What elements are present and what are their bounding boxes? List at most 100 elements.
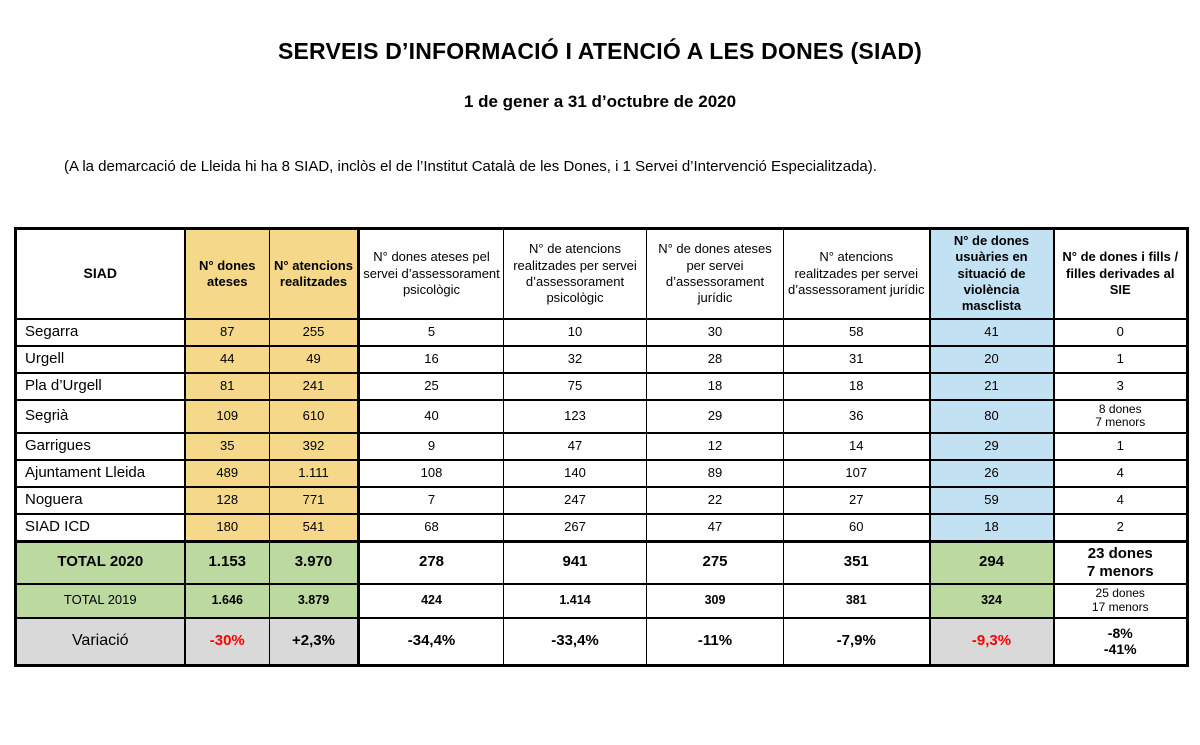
data-cell: 3: [1052, 371, 1188, 401]
data-cell: 30: [646, 317, 784, 347]
total-2019-row: TOTAL 2019 1.646 3.879 424 1.414 309 381…: [15, 582, 1188, 619]
data-cell: 36: [783, 398, 930, 435]
row-label: Segarra: [15, 317, 185, 347]
siad-statistics-table: SIAD N° dones ateses N° atencions realit…: [14, 227, 1189, 668]
data-cell: 108: [357, 459, 504, 489]
table-row-siad-icd: SIAD ICD 180 541 68 267 47 60 18 2: [15, 513, 1188, 543]
data-cell: 107: [783, 459, 930, 489]
row-label: Segrià: [15, 398, 185, 435]
variation-row: Variació -30% +2,3% -34,4% -33,4% -11% -…: [15, 616, 1188, 667]
variation-cell: -7,9%: [783, 616, 930, 667]
data-cell: 7: [357, 486, 504, 516]
data-cell: 4: [1052, 459, 1188, 489]
data-cell: 4: [1052, 486, 1188, 516]
column-header-dones-ateses: N° dones ateses: [183, 228, 270, 320]
data-cell: 14: [783, 432, 930, 462]
data-cell: 80: [928, 398, 1054, 435]
data-cell: 771: [269, 486, 359, 516]
total-cell: 1.414: [503, 582, 647, 619]
total-cell: 1.646: [183, 582, 270, 619]
total-2020-label: TOTAL 2020: [15, 539, 185, 585]
data-cell: 25: [357, 371, 504, 401]
data-cell: 18: [928, 513, 1054, 543]
data-cell: 9: [357, 432, 504, 462]
row-label: Garrigues: [15, 432, 185, 462]
data-cell: 5: [357, 317, 504, 347]
data-cell: 58: [783, 317, 930, 347]
data-cell: 41: [928, 317, 1054, 347]
data-cell: 21: [928, 371, 1054, 401]
total-cell: 3.879: [269, 582, 359, 619]
data-cell: 128: [183, 486, 270, 516]
column-header-violencia-masclista: N° de dones usuàries en situació de viol…: [928, 228, 1054, 320]
demarcation-note: (A la demarcació de Lleida hi ha 8 SIAD,…: [64, 158, 877, 175]
data-cell: 44: [183, 344, 270, 374]
data-cell: 18: [783, 371, 930, 401]
table-row-noguera: Noguera 128 771 7 247 22 27 59 4: [15, 486, 1188, 516]
total-2020-row: TOTAL 2020 1.153 3.970 278 941 275 351 2…: [15, 539, 1188, 585]
table-row-garrigues: Garrigues 35 392 9 47 12 14 29 1: [15, 432, 1188, 462]
data-cell: 26: [928, 459, 1054, 489]
data-cell: 2: [1052, 513, 1188, 543]
row-label: SIAD ICD: [15, 513, 185, 543]
variation-cell: -33,4%: [503, 616, 647, 667]
column-header-atencions-juridic: N° atencions realitzades per servei d’as…: [783, 228, 930, 320]
table-row-pla-durgell: Pla d’Urgell 81 241 25 75 18 18 21 3: [15, 371, 1188, 401]
variation-cell: -11%: [646, 616, 784, 667]
column-header-derivades-sie: N° de dones i fills / filles derivades a…: [1052, 228, 1188, 320]
table-row-segarra: Segarra 87 255 5 10 30 58 41 0: [15, 317, 1188, 347]
data-cell: 60: [783, 513, 930, 543]
total-cell: 23 dones 7 menors: [1052, 539, 1188, 585]
row-label: Pla d’Urgell: [15, 371, 185, 401]
data-cell: 87: [183, 317, 270, 347]
table-row-urgell: Urgell 44 49 16 32 28 31 20 1: [15, 344, 1188, 374]
data-cell: 392: [269, 432, 359, 462]
table-row-ajuntament-lleida: Ajuntament Lleida 489 1.111 108 140 89 1…: [15, 459, 1188, 489]
column-header-dones-juridic: N° de dones ateses per servei d’assessor…: [646, 228, 784, 320]
data-cell: 31: [783, 344, 930, 374]
table-row-segria: Segrià 109 610 40 123 29 36 80 8 dones 7…: [15, 398, 1188, 435]
data-cell: 8 dones 7 menors: [1052, 398, 1188, 435]
data-cell: 59: [928, 486, 1054, 516]
column-header-dones-psicologic: N° dones ateses pel servei d’assessorame…: [357, 228, 504, 320]
data-cell: 32: [503, 344, 647, 374]
data-cell: 10: [503, 317, 647, 347]
row-label: Urgell: [15, 344, 185, 374]
data-cell: 255: [269, 317, 359, 347]
data-cell: 247: [503, 486, 647, 516]
data-cell: 75: [503, 371, 647, 401]
data-cell: 0: [1052, 317, 1188, 347]
data-cell: 27: [783, 486, 930, 516]
data-cell: 35: [183, 432, 270, 462]
total-2019-label: TOTAL 2019: [15, 582, 185, 619]
data-cell: 241: [269, 371, 359, 401]
data-cell: 109: [183, 398, 270, 435]
total-cell: 351: [783, 539, 930, 585]
total-cell: 1.153: [183, 539, 270, 585]
variation-cell: +2,3%: [269, 616, 359, 667]
data-cell: 47: [503, 432, 647, 462]
data-cell: 29: [646, 398, 784, 435]
data-cell: 49: [269, 344, 359, 374]
variation-label: Variació: [15, 616, 185, 667]
data-cell: 1: [1052, 432, 1188, 462]
total-cell: 424: [357, 582, 504, 619]
column-header-siad: SIAD: [15, 228, 185, 320]
total-cell: 275: [646, 539, 784, 585]
data-cell: 1: [1052, 344, 1188, 374]
data-cell: 28: [646, 344, 784, 374]
total-cell: 381: [783, 582, 930, 619]
total-cell: 324: [928, 582, 1054, 619]
data-cell: 610: [269, 398, 359, 435]
row-label: Ajuntament Lleida: [15, 459, 185, 489]
column-header-atencions-realitzades: N° atencions realitzades: [269, 228, 359, 320]
data-cell: 140: [503, 459, 647, 489]
total-cell: 25 dones 17 menors: [1052, 582, 1188, 619]
column-header-atencions-psicologic: N° de atencions realitzades per servei d…: [503, 228, 647, 320]
total-cell: 941: [503, 539, 647, 585]
data-cell: 16: [357, 344, 504, 374]
data-cell: 1.111: [269, 459, 359, 489]
total-cell: 294: [928, 539, 1054, 585]
data-cell: 20: [928, 344, 1054, 374]
data-cell: 68: [357, 513, 504, 543]
